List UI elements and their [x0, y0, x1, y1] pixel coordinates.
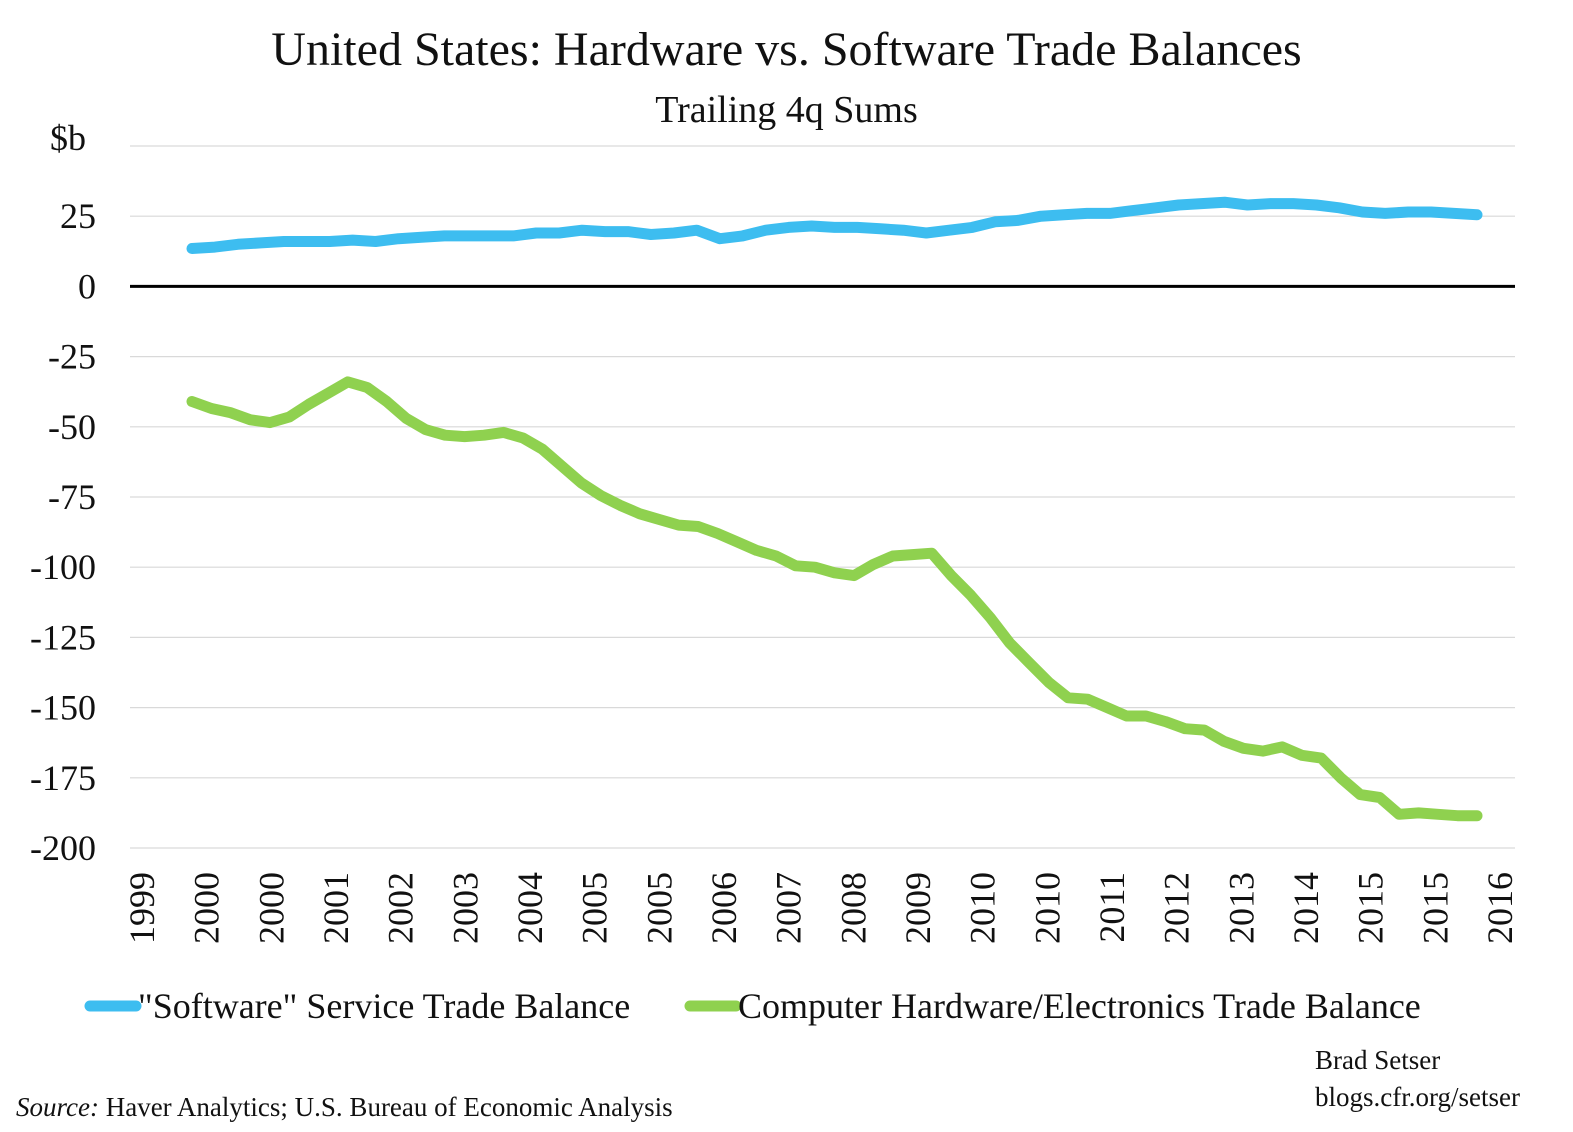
- y-axis-label: $b: [50, 118, 86, 158]
- y-tick-label: 0: [78, 266, 96, 306]
- x-axis: 1999 2000 2000 2001 2002 2003 2004 2005 2005 2006…: [122, 872, 1520, 944]
- y-tick-label: -75: [48, 477, 96, 517]
- software-series-line: [186, 196, 1483, 254]
- source-label: Source:: [16, 1092, 99, 1122]
- x-tick-label: 2007: [769, 872, 809, 944]
- credit-url: blogs.cfr.org/setser: [1315, 1082, 1520, 1112]
- y-tick-label: -175: [30, 758, 96, 798]
- x-tick-label: 2015: [1351, 872, 1391, 944]
- legend-label: "Software" Service Trade Balance: [138, 986, 630, 1026]
- grid: [130, 145, 1515, 849]
- x-tick-label: 2006: [704, 872, 744, 944]
- x-tick-label: 2012: [1157, 872, 1197, 944]
- x-tick-label: 2011: [1092, 872, 1132, 943]
- legend-hardware: Computer Hardware/Electronics Trade Bala…: [684, 986, 1421, 1026]
- y-tick-label: -150: [30, 688, 96, 728]
- x-tick-label: 2016: [1480, 872, 1520, 944]
- x-tick-label: 2001: [316, 872, 356, 944]
- x-tick-label: 2005: [575, 872, 615, 944]
- y-tick-label: -200: [30, 828, 96, 868]
- legend-label: Computer Hardware/Electronics Trade Bala…: [738, 986, 1421, 1026]
- x-tick-label: 2010: [963, 872, 1003, 944]
- x-tick-label: 2000: [187, 872, 227, 944]
- x-tick-label: 2009: [898, 872, 938, 944]
- y-tick-label: -100: [30, 547, 96, 587]
- x-tick-label: 2005: [639, 872, 679, 944]
- y-tick-label: -125: [30, 617, 96, 657]
- x-tick-label: 2004: [510, 872, 550, 944]
- hardware-series-line: [186, 376, 1483, 822]
- x-tick-label: 2008: [833, 872, 873, 944]
- y-tick-label: 25: [60, 196, 96, 236]
- credit-name: Brad Setser: [1315, 1045, 1441, 1075]
- x-tick-label: 2010: [1027, 872, 1067, 944]
- chart-subtitle: Trailing 4q Sums: [655, 89, 918, 131]
- x-tick-label: 2015: [1415, 872, 1455, 944]
- x-tick-label: 2014: [1286, 872, 1326, 944]
- y-tick-label: -50: [48, 407, 96, 447]
- source-note: Source: Haver Analytics; U.S. Bureau of …: [16, 1092, 673, 1123]
- series-lines: [186, 196, 1483, 822]
- source-text: Haver Analytics; U.S. Bureau of Economic…: [105, 1092, 673, 1122]
- x-tick-label: 2000: [251, 872, 291, 944]
- credit: Brad Setser blogs.cfr.org/setser: [1315, 1042, 1520, 1116]
- legend: "Software" Service Trade Balance Computer…: [84, 986, 1421, 1026]
- x-tick-label: 2003: [445, 872, 485, 944]
- y-axis: 25 0 -25 -50 -75 -100 -125 -150 -175 -200: [30, 196, 96, 868]
- x-tick-label: 2002: [381, 872, 421, 944]
- y-tick-label: -25: [48, 337, 96, 377]
- legend-software: "Software" Service Trade Balance: [84, 986, 630, 1026]
- x-tick-label: 2013: [1221, 872, 1261, 944]
- x-tick-label: 1999: [122, 872, 162, 944]
- chart-title: United States: Hardware vs. Software Tra…: [271, 23, 1302, 76]
